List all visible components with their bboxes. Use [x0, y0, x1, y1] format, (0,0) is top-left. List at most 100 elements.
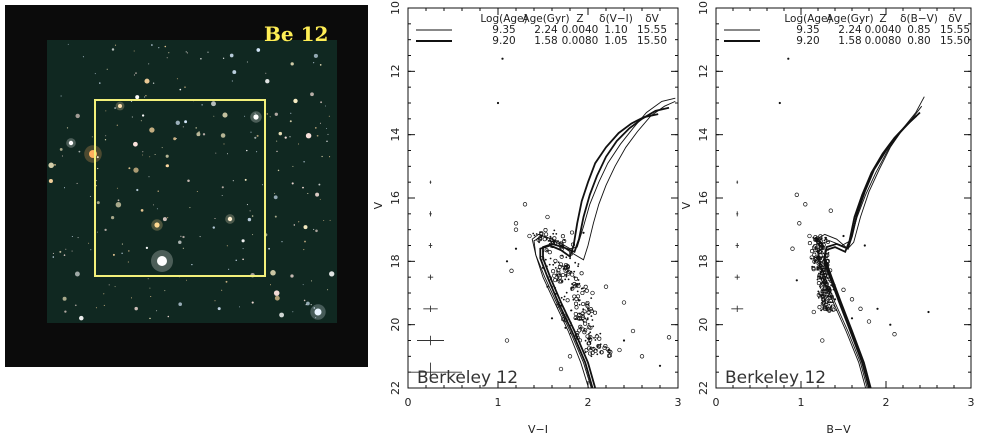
sky-star — [232, 180, 234, 182]
sky-image-field — [47, 40, 337, 323]
sky-star — [74, 304, 77, 307]
photometry-point-star — [545, 238, 548, 241]
sky-star — [82, 56, 84, 58]
photometry-point-star — [821, 299, 824, 301]
photometry-point-star — [591, 319, 594, 321]
photometry-point-star — [832, 288, 835, 291]
photometry-point-circle — [572, 284, 577, 289]
y-tick-label: 18 — [389, 254, 402, 268]
sky-star — [103, 304, 105, 306]
sky-star — [78, 150, 81, 153]
photometry-point-circle — [583, 284, 588, 289]
photometry-point-star — [622, 339, 626, 342]
photometry-point-star — [822, 259, 825, 261]
photometry-point-star — [822, 256, 824, 258]
photometry-point-star — [541, 266, 545, 269]
legend-header: δ(B−V) — [900, 13, 938, 25]
x-tick-label: 0 — [405, 396, 412, 409]
x-tick-label: 1 — [495, 396, 502, 409]
photometry-point-circle — [573, 301, 579, 306]
photometry-point-circle — [820, 301, 825, 306]
photometry-point-circle — [825, 239, 831, 244]
photometry-point-star — [833, 298, 837, 301]
photometry-point-circle — [816, 255, 821, 260]
sky-star — [167, 217, 169, 219]
photometry-point-circle — [603, 284, 609, 289]
sky-star — [64, 310, 67, 313]
sky-star — [270, 270, 276, 276]
photometry-point-star — [562, 265, 564, 268]
sky-star — [281, 241, 283, 243]
photometry-point-circle — [588, 325, 593, 330]
photometry-point-star — [562, 245, 565, 247]
sky-image-panel: Be 12 — [5, 5, 368, 367]
sky-star — [178, 302, 182, 306]
photometry-point-star — [578, 282, 581, 285]
photometry-point-star — [561, 254, 564, 257]
photometry-point-star — [818, 258, 821, 261]
photometry-point-star — [546, 285, 549, 288]
sky-star — [292, 165, 294, 167]
photometry-point-star — [533, 234, 536, 237]
sky-star — [232, 70, 237, 75]
sky-star — [176, 78, 178, 80]
sky-star — [179, 88, 182, 91]
photometry-point-star — [550, 317, 554, 320]
sky-star — [164, 290, 166, 292]
sky-star — [182, 247, 184, 249]
photometry-point-circle — [828, 299, 833, 304]
photometry-point-circle — [509, 268, 514, 273]
photometry-point-circle — [570, 272, 575, 277]
photometry-point-circle — [586, 310, 591, 315]
sky-star — [273, 290, 280, 296]
photometry-point-star — [567, 278, 570, 281]
sky-star — [63, 254, 66, 256]
photometry-point-circle — [590, 350, 595, 355]
photometry-point-circle — [573, 311, 578, 317]
photometry-point-star — [505, 260, 509, 263]
sky-star — [276, 140, 278, 142]
sky-star — [180, 235, 182, 237]
photometry-point-star — [514, 247, 518, 250]
legend-value: 1.05 — [604, 35, 627, 47]
sky-star — [48, 162, 54, 169]
sky-star — [319, 64, 322, 66]
sky-star — [104, 228, 107, 232]
sky-star — [185, 51, 187, 53]
sky-star — [130, 297, 133, 299]
sky-star — [116, 187, 118, 189]
photometry-point-circle — [824, 265, 829, 270]
photometry-point-star — [824, 256, 826, 259]
photometry-point-star — [579, 318, 581, 321]
sky-star — [313, 53, 318, 58]
photometry-point-circle — [586, 346, 591, 351]
photometry-point-star — [547, 240, 550, 242]
sky-star — [96, 201, 100, 205]
sky-star — [303, 249, 305, 251]
photometry-point-circle — [621, 300, 627, 305]
y-tick-label: 14 — [697, 128, 710, 142]
sky-star — [114, 107, 116, 109]
photometry-point-circle — [812, 252, 817, 257]
photometry-point-star — [825, 309, 828, 312]
sky-star — [303, 225, 308, 230]
photometry-point-star — [787, 57, 790, 60]
bright-star — [314, 308, 322, 316]
photometry-point-circle — [811, 309, 816, 315]
sky-star — [279, 312, 285, 318]
photometry-point-circle — [563, 262, 569, 268]
photometry-point-star — [559, 304, 563, 307]
sky-star — [149, 127, 155, 133]
sky-star — [273, 195, 278, 200]
photometry-point-circle — [797, 221, 802, 226]
sky-star — [133, 167, 139, 173]
photometry-point-star — [496, 101, 500, 105]
photometry-point-star — [592, 325, 595, 328]
sky-star — [227, 153, 228, 155]
sky-star — [325, 105, 326, 107]
sky-star — [293, 224, 295, 226]
sky-star — [220, 133, 226, 138]
x-axis-label: V−I — [528, 423, 548, 436]
sky-stars — [48, 43, 335, 321]
sky-star — [148, 176, 150, 178]
